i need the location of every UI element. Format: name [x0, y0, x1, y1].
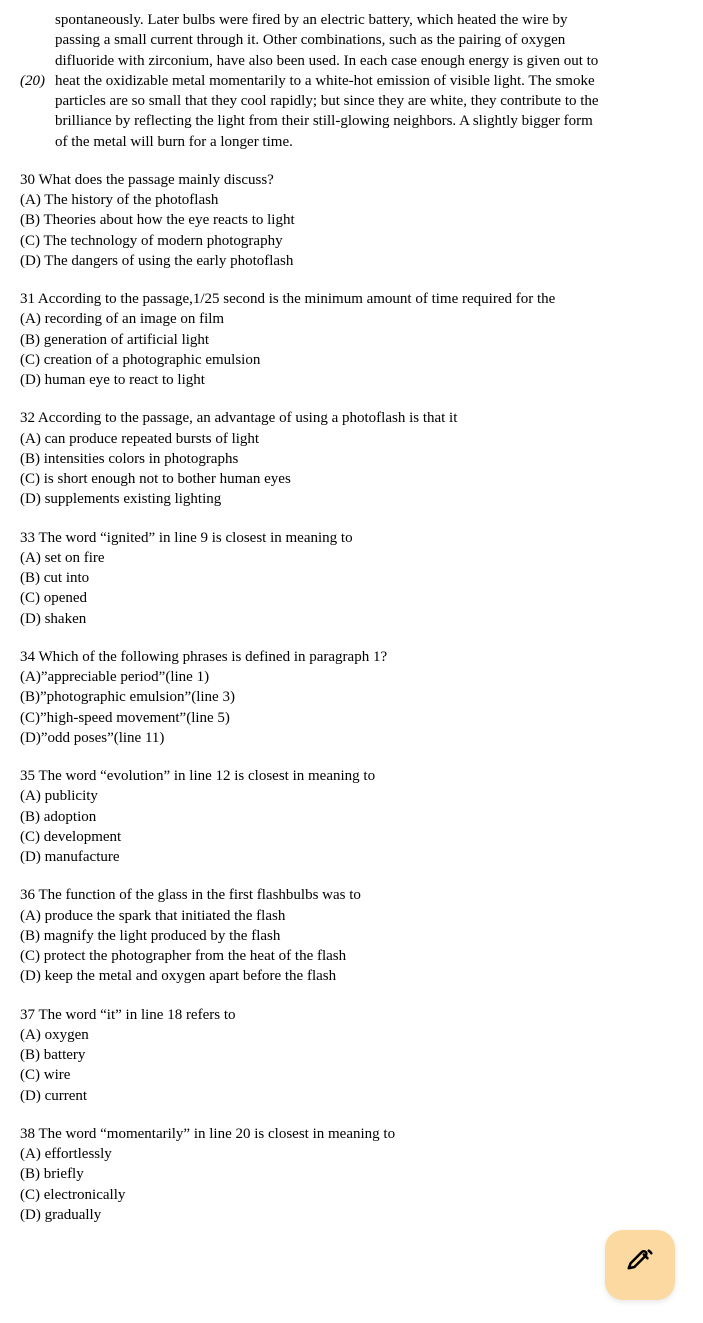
answer-option[interactable]: (C) The technology of modern photography — [20, 231, 683, 251]
answer-option[interactable]: (B) briefly — [20, 1164, 683, 1184]
answer-option[interactable]: (C) electronically — [20, 1185, 683, 1205]
question-block: 36 The function of the glass in the firs… — [20, 885, 683, 986]
answer-option[interactable]: (D)”odd poses”(line 11) — [20, 728, 683, 748]
passage-text: spontaneously. Later bulbs were fired by… — [55, 10, 683, 30]
passage-line: (20)heat the oxidizable metal momentaril… — [20, 71, 683, 91]
answer-option[interactable]: (C)”high-speed movement”(line 5) — [20, 708, 683, 728]
answer-option[interactable]: (A) publicity — [20, 786, 683, 806]
question-block: 32 According to the passage, an advantag… — [20, 408, 683, 509]
answer-option[interactable]: (A) The history of the photoflash — [20, 190, 683, 210]
question-block: 31 According to the passage,1/25 second … — [20, 289, 683, 390]
answer-option[interactable]: (B) cut into — [20, 568, 683, 588]
question-text: 35 The word “evolution” in line 12 is cl… — [20, 766, 683, 786]
line-marker — [20, 91, 55, 111]
passage-text: heat the oxidizable metal momentarily to… — [55, 71, 683, 91]
questions-container: 30 What does the passage mainly discuss?… — [20, 170, 683, 1225]
question-block: 30 What does the passage mainly discuss?… — [20, 170, 683, 271]
answer-option[interactable]: (B) intensities colors in photographs — [20, 449, 683, 469]
question-block: 38 The word “momentarily” in line 20 is … — [20, 1124, 683, 1225]
question-block: 35 The word “evolution” in line 12 is cl… — [20, 766, 683, 867]
edit-icon — [625, 1247, 655, 1283]
answer-option[interactable]: (C) is short enough not to bother human … — [20, 469, 683, 489]
line-marker: (20) — [20, 71, 55, 91]
answer-option[interactable]: (D) supplements existing lighting — [20, 489, 683, 509]
passage-line: brilliance by reflecting the light from … — [20, 111, 683, 131]
answer-option[interactable]: (B) Theories about how the eye reacts to… — [20, 210, 683, 230]
line-marker — [20, 132, 55, 152]
question-block: 37 The word “it” in line 18 refers to(A)… — [20, 1005, 683, 1106]
answer-option[interactable]: (D) keep the metal and oxygen apart befo… — [20, 966, 683, 986]
passage-text: brilliance by reflecting the light from … — [55, 111, 683, 131]
answer-option[interactable]: (C) development — [20, 827, 683, 847]
answer-option[interactable]: (C) creation of a photographic emulsion — [20, 350, 683, 370]
question-block: 34 Which of the following phrases is def… — [20, 647, 683, 748]
answer-option[interactable]: (D) shaken — [20, 609, 683, 629]
question-text: 36 The function of the glass in the firs… — [20, 885, 683, 905]
answer-option[interactable]: (B) generation of artificial light — [20, 330, 683, 350]
answer-option[interactable]: (A) oxygen — [20, 1025, 683, 1045]
passage-text: passing a small current through it. Othe… — [55, 30, 683, 50]
passage-block: spontaneously. Later bulbs were fired by… — [20, 10, 683, 152]
question-text: 30 What does the passage mainly discuss? — [20, 170, 683, 190]
answer-option[interactable]: (A) can produce repeated bursts of light — [20, 429, 683, 449]
line-marker — [20, 10, 55, 30]
line-marker — [20, 30, 55, 50]
question-text: 33 The word “ignited” in line 9 is close… — [20, 528, 683, 548]
answer-option[interactable]: (B) adoption — [20, 807, 683, 827]
passage-line: passing a small current through it. Othe… — [20, 30, 683, 50]
passage-text: difluoride with zirconium, have also bee… — [55, 51, 683, 71]
question-text: 31 According to the passage,1/25 second … — [20, 289, 683, 309]
answer-option[interactable]: (D) The dangers of using the early photo… — [20, 251, 683, 271]
answer-option[interactable]: (D) human eye to react to light — [20, 370, 683, 390]
answer-option[interactable]: (A) set on fire — [20, 548, 683, 568]
question-text: 38 The word “momentarily” in line 20 is … — [20, 1124, 683, 1144]
answer-option[interactable]: (A) effortlessly — [20, 1144, 683, 1164]
answer-option[interactable]: (C) protect the photographer from the he… — [20, 946, 683, 966]
passage-line: difluoride with zirconium, have also bee… — [20, 51, 683, 71]
question-text: 32 According to the passage, an advantag… — [20, 408, 683, 428]
answer-option[interactable]: (D) current — [20, 1086, 683, 1106]
answer-option[interactable]: (A) recording of an image on film — [20, 309, 683, 329]
passage-text: particles are so small that they cool ra… — [55, 91, 683, 111]
answer-option[interactable]: (B)”photographic emulsion”(line 3) — [20, 687, 683, 707]
answer-option[interactable]: (D) gradually — [20, 1205, 683, 1225]
answer-option[interactable]: (A) produce the spark that initiated the… — [20, 906, 683, 926]
answer-option[interactable]: (B) magnify the light produced by the fl… — [20, 926, 683, 946]
question-text: 34 Which of the following phrases is def… — [20, 647, 683, 667]
line-marker — [20, 51, 55, 71]
passage-line: particles are so small that they cool ra… — [20, 91, 683, 111]
answer-option[interactable]: (C) wire — [20, 1065, 683, 1085]
passage-text: of the metal will burn for a longer time… — [55, 132, 683, 152]
line-marker — [20, 111, 55, 131]
answer-option[interactable]: (D) manufacture — [20, 847, 683, 867]
answer-option[interactable]: (A)”appreciable period”(line 1) — [20, 667, 683, 687]
question-text: 37 The word “it” in line 18 refers to — [20, 1005, 683, 1025]
edit-fab-button[interactable] — [605, 1230, 675, 1300]
answer-option[interactable]: (B) battery — [20, 1045, 683, 1065]
passage-line: of the metal will burn for a longer time… — [20, 132, 683, 152]
passage-line: spontaneously. Later bulbs were fired by… — [20, 10, 683, 30]
answer-option[interactable]: (C) opened — [20, 588, 683, 608]
question-block: 33 The word “ignited” in line 9 is close… — [20, 528, 683, 629]
